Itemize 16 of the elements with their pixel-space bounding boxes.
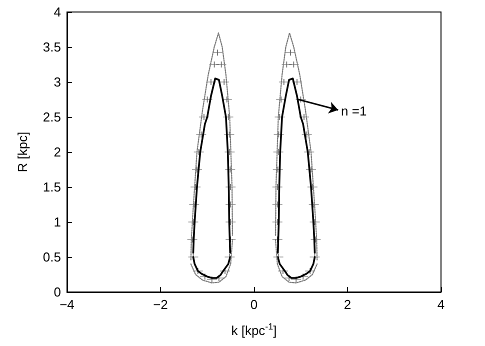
y-tick-label: 1.5 [42,180,61,194]
x-tick-label: −4 [60,297,74,312]
x-tick-label: 2 [344,297,352,312]
x-tick-label: −2 [153,297,168,312]
y-axis-title: R [kpc] [15,132,30,172]
y-tick-label: 3.5 [42,40,61,54]
y-tick-label: 0.5 [42,250,61,264]
x-tick-label: 0 [250,297,258,312]
y-tick-label: 3 [54,74,61,90]
y-tick-label: 0 [54,284,61,300]
x-tick-label: 4 [437,297,445,312]
annotation: n =1 [341,103,367,118]
y-tick-label: 1 [54,214,61,230]
y-tick-label: 4 [54,4,61,20]
y-tick-label: 2 [54,144,61,160]
y-tick-label: 2.5 [42,110,61,124]
